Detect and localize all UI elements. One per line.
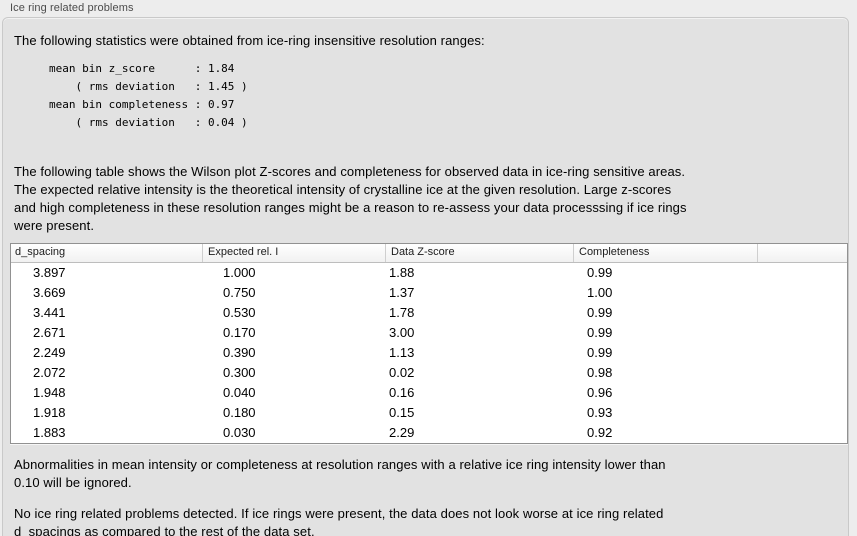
- table-cell: 0.300: [223, 365, 256, 380]
- table-cell: 0.96: [587, 385, 613, 400]
- table-cell: 3.897: [33, 265, 66, 280]
- table-cell: 0.040: [223, 385, 256, 400]
- table-cell: 2.072: [33, 365, 66, 380]
- table-cell: 1.88: [389, 265, 415, 280]
- table-cell: 0.16: [389, 385, 415, 400]
- table-cell-empty: [758, 383, 847, 403]
- table-cell: 1.000: [223, 265, 256, 280]
- table-row[interactable]: 1.883 0.030 2.29 0.92: [11, 423, 847, 443]
- table-cell: 1.948: [33, 385, 66, 400]
- column-header-completeness[interactable]: Completeness: [574, 244, 758, 262]
- table-cell: 1.78: [389, 305, 415, 320]
- table-cell: 0.02: [389, 365, 415, 380]
- table-cell: 1.13: [389, 345, 415, 360]
- footnote-text: Abnormalities in mean intensity or compl…: [14, 457, 666, 490]
- table-cell: 1.883: [33, 425, 66, 440]
- table-description-text: The following table shows the Wilson plo…: [14, 164, 687, 233]
- table-cell: 1.918: [33, 405, 66, 420]
- table-row[interactable]: 1.918 0.180 0.15 0.93: [11, 403, 847, 423]
- table-cell: 3.669: [33, 285, 66, 300]
- table-cell: 2.249: [33, 345, 66, 360]
- table-cell: 0.030: [223, 425, 256, 440]
- panel-title: Ice ring related problems: [10, 2, 134, 14]
- table-cell-empty: [758, 363, 847, 383]
- table-cell: 0.750: [223, 285, 256, 300]
- table-row[interactable]: 3.441 0.530 1.78 0.99: [11, 303, 847, 323]
- table-cell: 0.98: [587, 365, 613, 380]
- table-cell-empty: [758, 303, 847, 323]
- table-cell: 0.170: [223, 325, 256, 340]
- table-cell-empty: [758, 343, 847, 363]
- table-cell: 0.92: [587, 425, 613, 440]
- table-row[interactable]: 3.897 1.000 1.88 0.99: [11, 263, 847, 283]
- table-cell-empty: [758, 403, 847, 423]
- table-cell: 3.441: [33, 305, 66, 320]
- column-header-empty: [758, 244, 847, 262]
- table-cell: 0.99: [587, 265, 613, 280]
- table-cell-empty: [758, 323, 847, 343]
- table-cell: 1.00: [587, 285, 613, 300]
- table-cell: 2.671: [33, 325, 66, 340]
- table-cell: 0.390: [223, 345, 256, 360]
- column-header-expected-rel-i[interactable]: Expected rel. I: [203, 244, 386, 262]
- table-cell-empty: [758, 423, 847, 443]
- table-row[interactable]: 1.948 0.040 0.16 0.96: [11, 383, 847, 403]
- table-cell: 0.99: [587, 345, 613, 360]
- table-body: 3.897 1.000 1.88 0.99 3.669 0.750 1.37 1.00 3.44…: [11, 263, 847, 443]
- conclusion-text: No ice ring related problems detected. I…: [14, 506, 664, 536]
- table-row[interactable]: 2.249 0.390 1.13 0.99: [11, 343, 847, 363]
- table-cell: 2.29: [389, 425, 415, 440]
- table-cell: 0.99: [587, 325, 613, 340]
- table-cell-empty: [758, 263, 847, 283]
- table-header-row: d_spacing Expected rel. I Data Z-score C…: [11, 244, 847, 263]
- table-cell-empty: [758, 283, 847, 303]
- column-header-d-spacing[interactable]: d_spacing: [11, 244, 203, 262]
- table-cell: 0.180: [223, 405, 256, 420]
- stats-block: mean bin z_score : 1.84 ( rms deviation …: [49, 62, 248, 129]
- ice-ring-table[interactable]: d_spacing Expected rel. I Data Z-score C…: [10, 243, 848, 444]
- ice-ring-group-box: The following statistics were obtained f…: [2, 17, 849, 536]
- table-row[interactable]: 2.671 0.170 3.00 0.99: [11, 323, 847, 343]
- table-row[interactable]: 2.072 0.300 0.02 0.98: [11, 363, 847, 383]
- column-header-data-z-score[interactable]: Data Z-score: [386, 244, 574, 262]
- table-cell: 0.93: [587, 405, 613, 420]
- intro-text: The following statistics were obtained f…: [14, 33, 485, 48]
- table-cell: 0.15: [389, 405, 415, 420]
- table-cell: 0.99: [587, 305, 613, 320]
- table-cell: 3.00: [389, 325, 415, 340]
- table-cell: 0.530: [223, 305, 256, 320]
- table-cell: 1.37: [389, 285, 415, 300]
- table-row[interactable]: 3.669 0.750 1.37 1.00: [11, 283, 847, 303]
